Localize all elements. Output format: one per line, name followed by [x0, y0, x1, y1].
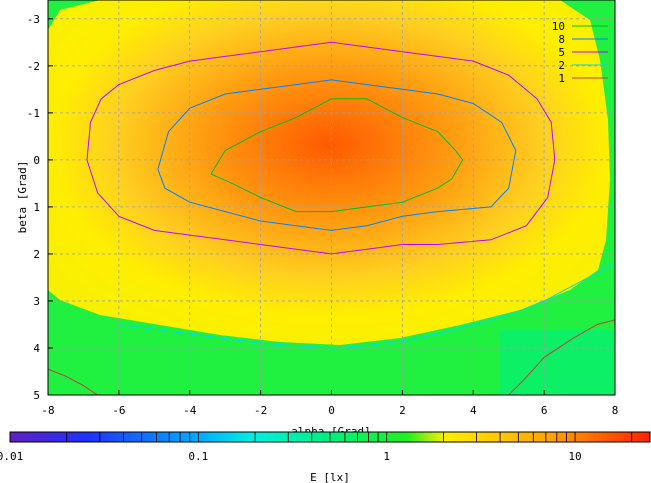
contour-line-5: [86, 41, 556, 255]
x-tick-label: 6: [541, 404, 548, 417]
colorbar-tick-label: 0.01: [0, 450, 23, 463]
colorbar-tick-label: 1: [383, 450, 390, 463]
contour-lines: [48, 41, 615, 395]
legend-label: 2: [558, 59, 565, 72]
x-tick-label: -8: [41, 404, 54, 417]
heat-map-field: [48, 0, 615, 395]
contour-line-10: [210, 98, 464, 213]
y-tick-label: -2: [27, 60, 40, 73]
x-tick-label: -4: [183, 404, 197, 417]
legend-label: 1: [558, 72, 565, 85]
legend-label: 10: [552, 20, 565, 33]
x-tick-label: -6: [112, 404, 125, 417]
y-tick-label: -3: [27, 13, 40, 26]
x-axis-ticks: -8 -6 -4 -2 0 2 4 6 8: [41, 390, 618, 417]
contour-line-1: [508, 319, 615, 395]
y-tick-label: 3: [33, 295, 40, 308]
contour-line-1: [48, 368, 98, 395]
contour-line-2: [118, 262, 615, 349]
legend-label: 5: [558, 46, 565, 59]
x-tick-label: 8: [612, 404, 619, 417]
y-tick-label: 0: [33, 154, 40, 167]
colorbar-label: E [lx]: [310, 471, 350, 483]
y-tick-label: -1: [27, 107, 40, 120]
y-tick-label: 4: [33, 342, 40, 355]
y-tick-label: 1: [33, 201, 40, 214]
y-tick-label: 2: [33, 248, 40, 261]
x-tick-label: 2: [399, 404, 406, 417]
contour-line-8: [157, 79, 517, 231]
legend-label: 8: [558, 33, 565, 46]
colorbar-tick-label: 0.1: [188, 450, 208, 463]
x-tick-label: 0: [328, 404, 335, 417]
y-tick-label: 5: [33, 389, 40, 402]
y-axis-ticks: -3 -2 -1 0 1 2 3 4 5: [27, 13, 53, 402]
y-axis-label: beta [Grad]: [16, 161, 29, 234]
colorbar-ticks: 0.01 0.1 1 10: [0, 432, 633, 463]
illuminated-region: [48, 0, 610, 345]
x-tick-label: -2: [254, 404, 267, 417]
colorbar-tick-label: 10: [568, 450, 581, 463]
x-tick-label: 4: [470, 404, 477, 417]
